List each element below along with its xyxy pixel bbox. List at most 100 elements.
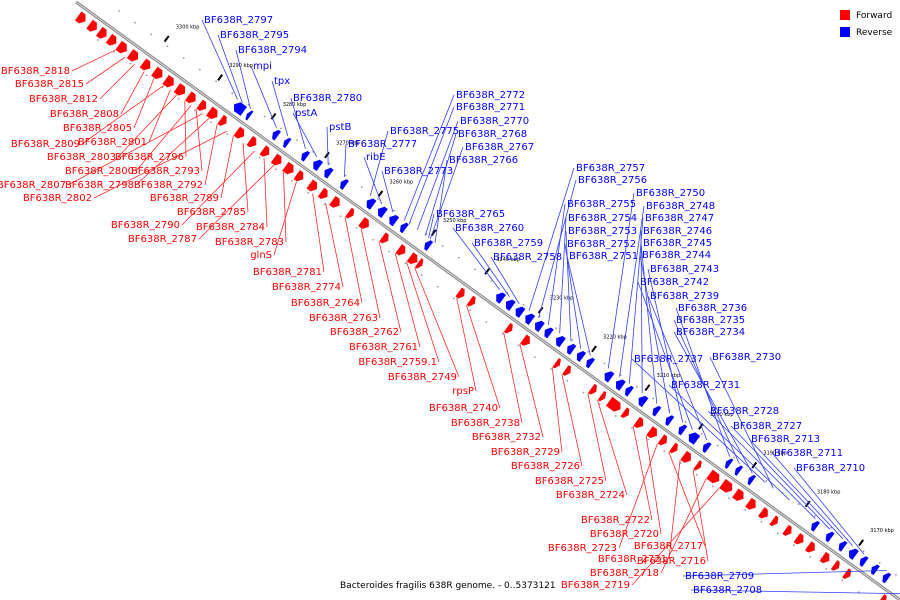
forward-gene-arrow[interactable] [842, 568, 853, 580]
gene-label-bf638r-2780[interactable]: BF638R_2780 [293, 93, 362, 104]
reverse-gene-arrow[interactable] [310, 157, 324, 172]
reverse-gene-arrow[interactable] [836, 539, 848, 552]
reverse-gene-arrow[interactable] [542, 325, 554, 339]
forward-gene-arrow[interactable] [745, 497, 759, 512]
forward-gene-arrow[interactable] [732, 488, 747, 503]
reverse-gene-arrow[interactable] [857, 554, 869, 567]
forward-gene-arrow[interactable] [758, 507, 771, 521]
forward-gene-arrow[interactable] [819, 551, 833, 566]
gene-label-bf638r-2711[interactable]: BF638R_2711 [774, 448, 843, 459]
gene-label-bf638r-2739[interactable]: BF638R_2739 [650, 291, 719, 302]
gene-label-bf638r-2760[interactable]: BF638R_2760 [455, 223, 524, 234]
gene-label-ribe[interactable]: ribE [366, 152, 386, 163]
gene-label-bf638r-2751[interactable]: BF638R_2751 [569, 251, 638, 262]
gene-label-bf638r-2737[interactable]: BF638R_2737 [634, 354, 703, 365]
gene-label-bf638r-2818[interactable]: BF638R_2818 [1, 66, 70, 77]
gene-label-bf638r-2787[interactable]: BF638R_2787 [128, 234, 197, 245]
reverse-gene-arrow[interactable] [512, 304, 526, 318]
gene-label-bf638r-2770[interactable]: BF638R_2770 [460, 116, 529, 127]
gene-label-bf638r-2754[interactable]: BF638R_2754 [568, 213, 637, 224]
gene-label-bf638r-2752[interactable]: BF638R_2752 [567, 239, 636, 250]
gene-label-bf638r-2748[interactable]: BF638R_2748 [646, 201, 715, 212]
reverse-gene-arrow[interactable] [650, 404, 662, 417]
gene-label-bf638r-2723[interactable]: BF638R_2723 [548, 543, 617, 554]
gene-label-bf638r-2717[interactable]: BF638R_2717 [634, 541, 703, 552]
forward-gene-arrow[interactable] [162, 74, 177, 90]
gene-label-bf638r-2718[interactable]: BF638R_2718 [590, 568, 659, 579]
gene-label-bf638r-2807[interactable]: BF638R_2807 [0, 180, 66, 191]
reverse-gene-arrow[interactable] [553, 334, 566, 348]
gene-label-bf638r-2708[interactable]: BF638R_2708 [693, 585, 762, 596]
forward-gene-arrow[interactable] [769, 515, 780, 527]
forward-gene-arrow[interactable] [466, 295, 478, 308]
gene-label-bf638r-2793[interactable]: BF638R_2793 [131, 166, 200, 177]
gene-label-bf638r-2809[interactable]: BF638R_2809 [11, 139, 80, 150]
gene-label-tpx[interactable]: tpx [274, 76, 290, 87]
gene-label-bf638r-2728[interactable]: BF638R_2728 [710, 406, 779, 417]
forward-gene-arrow[interactable] [86, 19, 100, 34]
gene-label-bf638r-2750[interactable]: BF638R_2750 [636, 188, 705, 199]
forward-gene-arrow[interactable] [793, 533, 807, 547]
forward-gene-arrow[interactable] [345, 207, 356, 220]
gene-label-bf638r-2781[interactable]: BF638R_2781 [253, 267, 322, 278]
reverse-gene-arrow[interactable] [299, 149, 311, 162]
forward-gene-arrow[interactable] [706, 469, 722, 486]
gene-label-bf638r-2768[interactable]: BF638R_2768 [458, 129, 527, 140]
forward-gene-arrow[interactable] [185, 91, 199, 105]
forward-gene-arrow[interactable] [805, 541, 818, 555]
gene-label-bf638r-2755[interactable]: BF638R_2755 [567, 199, 636, 210]
forward-gene-arrow[interactable] [282, 161, 297, 177]
reverse-gene-arrow[interactable] [700, 441, 712, 453]
gene-label-bf638r-2773[interactable]: BF638R_2773 [384, 166, 453, 177]
gene-label-bf638r-2785[interactable]: BF638R_2785 [177, 207, 246, 218]
reverse-gene-arrow[interactable] [823, 530, 835, 543]
gene-label-bf638r-2784[interactable]: BF638R_2784 [196, 222, 265, 233]
gene-label-bf638r-2729[interactable]: BF638R_2729 [491, 447, 560, 458]
gene-label-bf638r-2763[interactable]: BF638R_2763 [309, 313, 378, 324]
forward-gene-arrow[interactable] [669, 442, 680, 455]
reverse-gene-arrow[interactable] [733, 464, 744, 476]
forward-gene-arrow[interactable] [126, 49, 142, 64]
reverse-gene-arrow[interactable] [364, 196, 377, 210]
gene-label-bf638r-2789[interactable]: BF638R_2789 [150, 193, 219, 204]
gene-label-bf638r-2726[interactable]: BF638R_2726 [511, 461, 580, 472]
gene-label-bf638r-2797[interactable]: BF638R_2797 [204, 15, 273, 26]
gene-label-bf638r-2794[interactable]: BF638R_2794 [238, 45, 307, 56]
forward-gene-arrow[interactable] [74, 11, 89, 26]
reverse-gene-arrow[interactable] [846, 546, 859, 560]
gene-label-bf638r-2802[interactable]: BF638R_2802 [23, 193, 92, 204]
gene-label-bf638r-2800[interactable]: BF638R_2800 [65, 166, 134, 177]
forward-gene-arrow[interactable] [246, 136, 260, 150]
gene-label-bf638r-2758[interactable]: BF638R_2758 [493, 252, 562, 263]
gene-label-bf638r-2709[interactable]: BF638R_2709 [685, 571, 754, 582]
gene-label-bf638r-2771[interactable]: BF638R_2771 [456, 102, 525, 113]
reverse-gene-arrow[interactable] [244, 109, 254, 121]
forward-gene-arrow[interactable] [680, 450, 694, 465]
gene-label-bf638r-2801[interactable]: BF638R_2801 [78, 137, 147, 148]
gene-label-glns[interactable]: glnS [250, 250, 272, 261]
forward-gene-arrow[interactable] [520, 334, 533, 349]
forward-gene-arrow[interactable] [552, 358, 563, 370]
forward-gene-arrow[interactable] [139, 58, 154, 73]
gene-label-bf638r-2761[interactable]: BF638R_2761 [349, 342, 418, 353]
gene-label-bf638r-2747[interactable]: BF638R_2747 [645, 213, 714, 224]
forward-gene-arrow[interactable] [96, 26, 110, 41]
gene-label-bf638r-2736[interactable]: BF638R_2736 [678, 303, 747, 314]
reverse-gene-arrow[interactable] [422, 238, 434, 251]
reverse-gene-arrow[interactable] [663, 414, 675, 426]
forward-gene-arrow[interactable] [503, 322, 515, 335]
gene-label-bf638r-2725[interactable]: BF638R_2725 [535, 476, 604, 487]
gene-label-bf638r-2764[interactable]: BF638R_2764 [291, 298, 360, 309]
reverse-gene-arrow[interactable] [321, 166, 334, 179]
gene-label-bf638r-2777[interactable]: BF638R_2777 [348, 139, 417, 150]
gene-label-bf638r-2730[interactable]: BF638R_2730 [712, 352, 781, 363]
forward-gene-arrow[interactable] [395, 244, 408, 258]
gene-label-bf638r-2742[interactable]: BF638R_2742 [640, 277, 709, 288]
gene-label-bf638r-2790[interactable]: BF638R_2790 [111, 220, 180, 231]
reverse-gene-arrow[interactable] [746, 473, 757, 486]
forward-gene-arrow[interactable] [633, 416, 646, 431]
gene-label-bf638r-2716[interactable]: BF638R_2716 [637, 556, 706, 567]
gene-label-bf638r-2774[interactable]: BF638R_2774 [272, 282, 341, 293]
gene-label-mpi[interactable]: mpi [253, 61, 272, 72]
gene-label-bf638r-2798[interactable]: BF638R_2798 [65, 180, 134, 191]
